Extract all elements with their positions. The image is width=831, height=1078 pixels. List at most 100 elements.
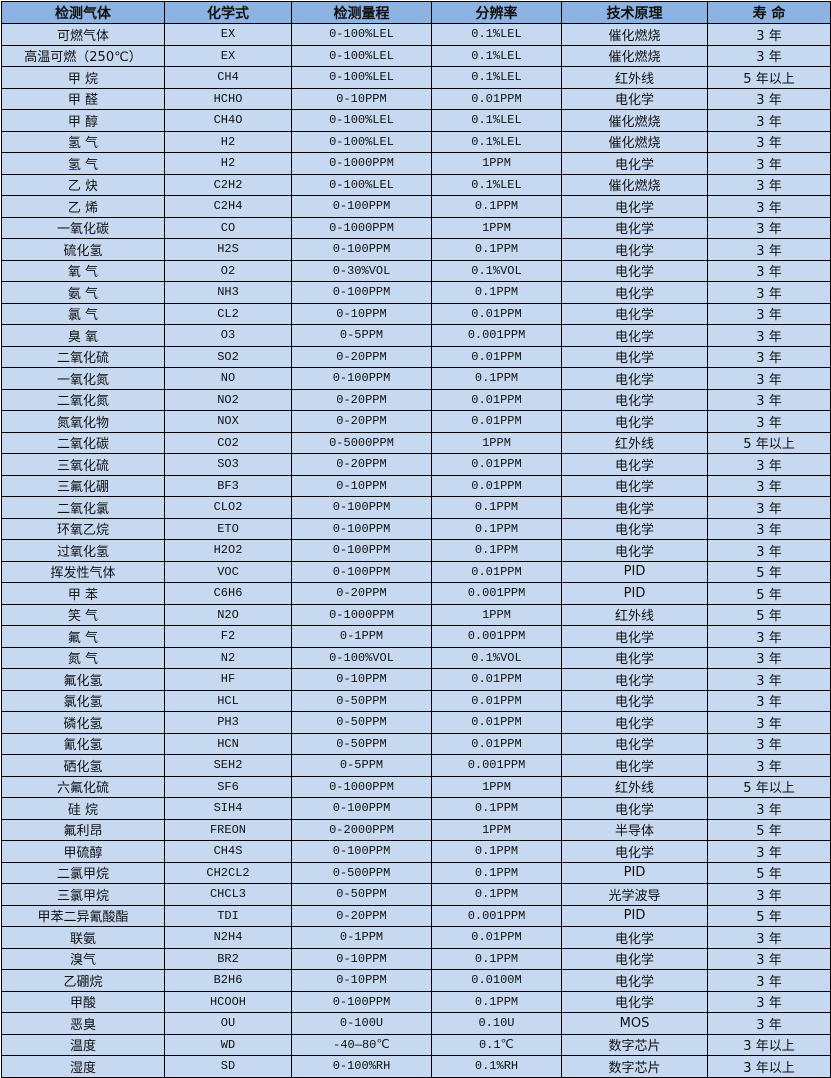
cell-formula: NO2 bbox=[164, 388, 292, 411]
header-range: 检测量程 bbox=[291, 1, 432, 24]
table-row: 溴气 BR2 0-10PPM 0.1PPM 电化学 3 年 bbox=[1, 947, 831, 970]
table-row: 氢 气 H2 0-1000PPM 1PPM 电化学 3 年 bbox=[1, 152, 831, 175]
cell-resolution: 1PPM bbox=[431, 818, 562, 841]
cell-lifespan: 5 年 bbox=[707, 818, 831, 841]
cell-range: 0-5PPM bbox=[291, 324, 432, 347]
cell-formula: TDI bbox=[164, 904, 292, 927]
cell-formula: O3 bbox=[164, 324, 292, 347]
cell-resolution: 0.1PPM bbox=[431, 861, 562, 884]
cell-formula: CHCL3 bbox=[164, 883, 292, 906]
cell-resolution: 0.1PPM bbox=[431, 281, 562, 304]
cell-principle: 电化学 bbox=[561, 281, 708, 304]
cell-gas: 甲酸 bbox=[1, 990, 165, 1013]
cell-lifespan: 3 年 bbox=[707, 453, 831, 476]
cell-gas: 氟 气 bbox=[1, 625, 165, 648]
cell-resolution: 0.1%LEL bbox=[431, 66, 562, 89]
cell-range: 0-100U bbox=[291, 1012, 432, 1035]
cell-resolution: 0.1PPM bbox=[431, 539, 562, 562]
table-row: 湿度 SD 0-100%RH 0.1%RH 数字芯片 3 年以上 bbox=[1, 1055, 831, 1078]
cell-range: 0-10PPM bbox=[291, 87, 432, 110]
cell-lifespan: 3 年 bbox=[707, 388, 831, 411]
cell-lifespan: 5 年以上 bbox=[707, 775, 831, 798]
cell-formula: NO bbox=[164, 367, 292, 390]
cell-principle: 红外线 bbox=[561, 603, 708, 626]
cell-formula: FREON bbox=[164, 818, 292, 841]
cell-gas: 氯化氢 bbox=[1, 689, 165, 712]
cell-lifespan: 3 年 bbox=[707, 130, 831, 153]
cell-range: 0-100PPM bbox=[291, 539, 432, 562]
cell-gas: 乙 烯 bbox=[1, 195, 165, 218]
cell-principle: 电化学 bbox=[561, 87, 708, 110]
cell-resolution: 1PPM bbox=[431, 216, 562, 239]
cell-resolution: 0.1PPM bbox=[431, 496, 562, 519]
cell-lifespan: 3 年 bbox=[707, 238, 831, 261]
cell-formula: F2 bbox=[164, 625, 292, 648]
cell-range: 0-100%RH bbox=[291, 1055, 432, 1078]
cell-gas: 氯 气 bbox=[1, 302, 165, 325]
cell-resolution: 0.1PPM bbox=[431, 238, 562, 261]
table-row: 硫化氢 H2S 0-100PPM 0.1PPM 电化学 3 年 bbox=[1, 238, 831, 261]
cell-formula: H2S bbox=[164, 238, 292, 261]
cell-principle: 电化学 bbox=[561, 539, 708, 562]
cell-principle: PID bbox=[561, 861, 708, 884]
cell-formula: CH4S bbox=[164, 840, 292, 863]
cell-gas: 可燃气体 bbox=[1, 23, 165, 46]
cell-principle: 电化学 bbox=[561, 689, 708, 712]
table-body: 可燃气体 EX 0-100%LEL 0.1%LEL 催化燃烧 3 年高温可燃（250℃） E… bbox=[1, 23, 831, 1078]
cell-range: 0-10PPM bbox=[291, 668, 432, 691]
cell-formula: SO3 bbox=[164, 453, 292, 476]
cell-formula: O2 bbox=[164, 259, 292, 282]
cell-formula: PH3 bbox=[164, 711, 292, 734]
table-row: 甲 苯 C6H6 0-20PPM 0.001PPM PID 5 年 bbox=[1, 582, 831, 605]
cell-lifespan: 3 年 bbox=[707, 883, 831, 906]
cell-lifespan: 3 年 bbox=[707, 259, 831, 282]
table-row: 氟化氢 HF 0-10PPM 0.01PPM 电化学 3 年 bbox=[1, 668, 831, 691]
cell-resolution: 0.1%LEL bbox=[431, 109, 562, 132]
cell-formula: NOX bbox=[164, 410, 292, 433]
cell-formula: VOC bbox=[164, 560, 292, 583]
cell-resolution: 0.001PPM bbox=[431, 904, 562, 927]
cell-gas: 臭 氧 bbox=[1, 324, 165, 347]
cell-gas: 硅 烷 bbox=[1, 797, 165, 820]
cell-gas: 三氧化硫 bbox=[1, 453, 165, 476]
table-row: 磷化氢 PH3 0-50PPM 0.01PPM 电化学 3 年 bbox=[1, 711, 831, 734]
cell-resolution: 1PPM bbox=[431, 431, 562, 454]
cell-lifespan: 3 年 bbox=[707, 496, 831, 519]
cell-range: 0-50PPM bbox=[291, 711, 432, 734]
cell-principle: 电化学 bbox=[561, 646, 708, 669]
cell-formula: HF bbox=[164, 668, 292, 691]
cell-principle: 电化学 bbox=[561, 754, 708, 777]
cell-lifespan: 3 年以上 bbox=[707, 1033, 831, 1056]
cell-resolution: 0.001PPM bbox=[431, 582, 562, 605]
table-row: 氮 气 N2 0-100%VOL 0.1%VOL 电化学 3 年 bbox=[1, 646, 831, 669]
cell-formula: SD bbox=[164, 1055, 292, 1078]
cell-resolution: 0.01PPM bbox=[431, 474, 562, 497]
cell-range: 0-100%VOL bbox=[291, 646, 432, 669]
cell-principle: 电化学 bbox=[561, 410, 708, 433]
cell-lifespan: 3 年 bbox=[707, 281, 831, 304]
cell-formula: N2 bbox=[164, 646, 292, 669]
cell-range: 0-10PPM bbox=[291, 969, 432, 992]
cell-resolution: 0.10U bbox=[431, 1012, 562, 1035]
cell-resolution: 0.1℃ bbox=[431, 1033, 562, 1056]
table-row: 一氧化氮 NO 0-100PPM 0.1PPM 电化学 3 年 bbox=[1, 367, 831, 390]
cell-principle: 电化学 bbox=[561, 367, 708, 390]
cell-gas: 甲 醇 bbox=[1, 109, 165, 132]
cell-lifespan: 5 年 bbox=[707, 560, 831, 583]
cell-resolution: 0.1PPM bbox=[431, 195, 562, 218]
cell-lifespan: 5 年 bbox=[707, 582, 831, 605]
cell-lifespan: 3 年 bbox=[707, 302, 831, 325]
table-row: 硒化氢 SEH2 0-5PPM 0.001PPM 电化学 3 年 bbox=[1, 754, 831, 777]
cell-range: 0-5000PPM bbox=[291, 431, 432, 454]
cell-principle: 红外线 bbox=[561, 431, 708, 454]
cell-range: 0-100PPM bbox=[291, 195, 432, 218]
cell-gas: 三氯甲烷 bbox=[1, 883, 165, 906]
table-row: 甲 烷 CH4 0-100%LEL 0.1%LEL 红外线 5 年以上 bbox=[1, 66, 831, 89]
table-row: 环氧乙烷 ETO 0-100PPM 0.1PPM 电化学 3 年 bbox=[1, 517, 831, 540]
cell-principle: 电化学 bbox=[561, 840, 708, 863]
cell-resolution: 0.1PPM bbox=[431, 947, 562, 970]
cell-range: 0-100PPM bbox=[291, 496, 432, 519]
cell-range: 0-20PPM bbox=[291, 410, 432, 433]
table-row: 笑 气 N2O 0-1000PPM 1PPM 红外线 5 年 bbox=[1, 603, 831, 626]
cell-lifespan: 3 年以上 bbox=[707, 1055, 831, 1078]
